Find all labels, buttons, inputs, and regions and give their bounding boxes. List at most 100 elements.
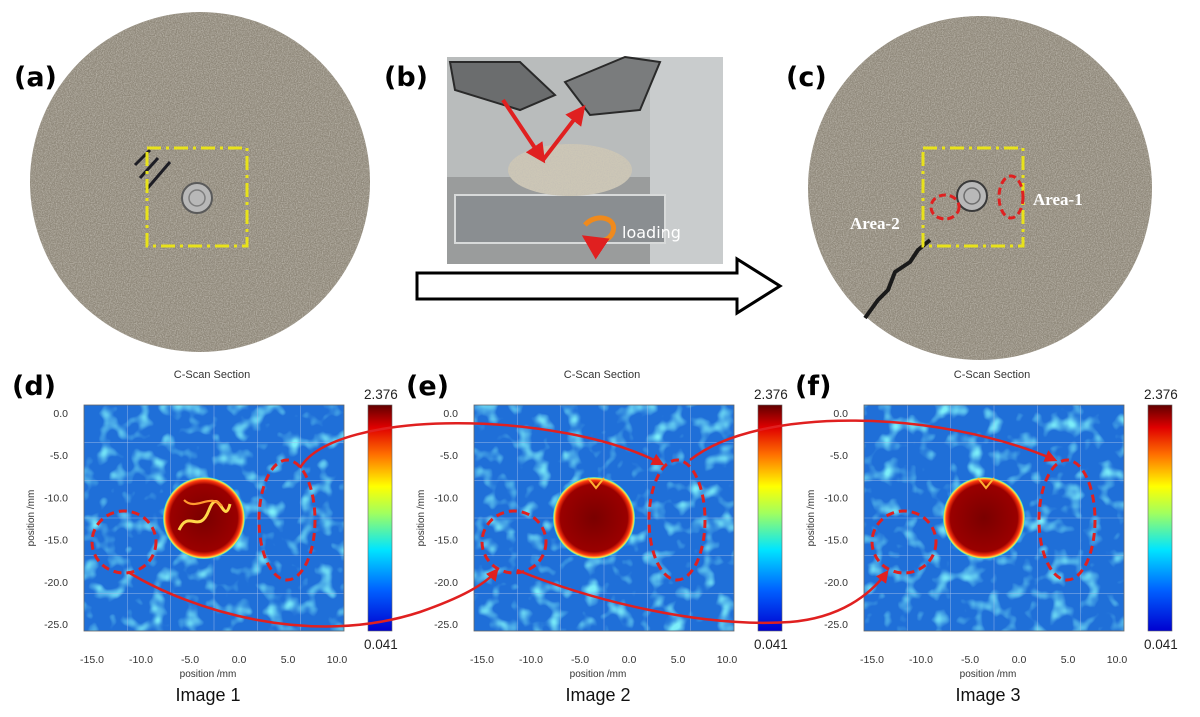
area-1-marker xyxy=(647,458,707,582)
transducer-right-b xyxy=(563,55,662,117)
y-tick-label: -5.0 xyxy=(830,450,848,462)
x-tick-label: -15.0 xyxy=(860,654,884,666)
x-tick-label: 5.0 xyxy=(1061,654,1076,666)
area-2-marker xyxy=(870,509,938,575)
y-tick-label: -5.0 xyxy=(50,450,68,462)
y-tick-label: -20.0 xyxy=(824,577,848,589)
x-tick-label: 5.0 xyxy=(281,654,296,666)
panel-label-a: (a) xyxy=(14,62,57,93)
x-tick-label: -15.0 xyxy=(470,654,494,666)
area-2-marker xyxy=(480,509,548,575)
y-tick-label: -15.0 xyxy=(824,535,848,547)
panel-c: Area-1 Area-2 (c) xyxy=(786,16,1152,360)
rotation-arrow-b xyxy=(581,215,617,260)
colorbar xyxy=(1147,404,1173,632)
panel-a: (a) xyxy=(14,12,370,352)
panel-label-d: (d) xyxy=(12,371,56,402)
transducer-left-b xyxy=(448,61,557,112)
x-tick-label: -10.0 xyxy=(129,654,153,666)
sensor-coin-inner-a xyxy=(188,189,206,207)
y-tick-label: -15.0 xyxy=(44,535,68,547)
y-tick-label: -20.0 xyxy=(434,577,458,589)
area-1-marker xyxy=(997,174,1025,220)
x-tick-label: -15.0 xyxy=(80,654,104,666)
y-tick-label: -25.0 xyxy=(824,619,848,631)
loading-label: loading xyxy=(622,223,681,242)
x-tick-label: -5.0 xyxy=(571,654,589,666)
sensor-coin-inner-c xyxy=(963,187,981,205)
edge-signal xyxy=(587,477,605,490)
plot-frame xyxy=(83,404,345,632)
edge-signal xyxy=(977,477,995,490)
colorbar-max-label: 2.376 xyxy=(754,387,788,402)
cscan-title: C-Scan Section xyxy=(174,369,250,381)
area-1-marker xyxy=(257,458,317,582)
image-caption: Image 2 xyxy=(565,685,630,705)
process-arrow xyxy=(415,256,783,316)
y-tick-label: -5.0 xyxy=(440,450,458,462)
cscan-panel-d: C-Scan Section 0.0 -5.0 -10.0 -15.0 -20.0 -25.… xyxy=(26,369,398,705)
inspection-box-a xyxy=(145,146,249,248)
area-1-arrow-e-to-f xyxy=(689,419,1058,462)
y-tick-label: 0.0 xyxy=(443,408,458,420)
x-tick-label: 5.0 xyxy=(671,654,686,666)
crack-signal xyxy=(177,500,232,531)
colorbar-min-label: 0.041 xyxy=(364,637,398,652)
area-2-marker xyxy=(929,193,961,221)
sensor-footprint xyxy=(553,477,635,559)
area-2-arrow-d-to-e xyxy=(127,568,499,628)
x-axis-label: position /mm xyxy=(570,669,627,680)
colorbar xyxy=(367,404,393,632)
specimen-texture-a xyxy=(30,12,370,352)
area-2-label: Area-2 xyxy=(850,214,900,233)
y-axis-label: position /mm xyxy=(416,490,427,547)
panel-b: loading (b) xyxy=(384,55,723,264)
sensor-coin-c xyxy=(956,180,988,212)
y-tick-label: -10.0 xyxy=(824,492,848,504)
panel-label-b: (b) xyxy=(384,62,428,93)
y-tick-label: -10.0 xyxy=(434,492,458,504)
y-tick-label: -10.0 xyxy=(44,492,68,504)
x-tick-label: 0.0 xyxy=(622,654,637,666)
colorbar xyxy=(757,404,783,632)
colorbar-max-label: 2.376 xyxy=(1144,387,1178,402)
y-tick-label: -25.0 xyxy=(44,619,68,631)
reflected-arrow-b xyxy=(541,104,586,162)
panel-label-c: (c) xyxy=(786,62,827,93)
colorbar-min-label: 0.041 xyxy=(754,637,788,652)
y-tick-label: -20.0 xyxy=(44,577,68,589)
y-tick-label: 0.0 xyxy=(833,408,848,420)
crack-signal xyxy=(183,499,223,507)
area-2-marker xyxy=(90,509,158,575)
y-axis-label: position /mm xyxy=(26,490,37,547)
y-axis-label: position /mm xyxy=(806,490,817,547)
cscan-panel-f: C-Scan Section 0.0 -5.0 -10.0 -15.0 -20.0 -25.… xyxy=(806,369,1178,705)
x-tick-label: -5.0 xyxy=(961,654,979,666)
x-tick-label: 10.0 xyxy=(1107,654,1128,666)
x-tick-label: 0.0 xyxy=(1012,654,1027,666)
plot-frame xyxy=(863,404,1125,632)
colorbar-min-label: 0.041 xyxy=(1144,637,1178,652)
plot-frame xyxy=(473,404,735,632)
area-1-marker xyxy=(1037,458,1097,582)
x-tick-label: -10.0 xyxy=(519,654,543,666)
image-caption: Image 3 xyxy=(955,685,1020,705)
cscan-title: C-Scan Section xyxy=(564,369,640,381)
area-1-arrow-d-to-e xyxy=(298,422,665,469)
image-caption: Image 1 xyxy=(175,685,240,705)
y-tick-label: -15.0 xyxy=(434,535,458,547)
x-tick-label: 0.0 xyxy=(232,654,247,666)
colorbar-max-label: 2.376 xyxy=(364,387,398,402)
x-tick-label: 10.0 xyxy=(327,654,348,666)
x-tick-label: -5.0 xyxy=(181,654,199,666)
specimen-texture-b xyxy=(508,144,632,196)
crack-c xyxy=(863,238,932,320)
sensor-coin-a xyxy=(181,182,213,214)
x-tick-label: 10.0 xyxy=(717,654,738,666)
cscan-panel-e: C-Scan Section 0.0 -5.0 -10.0 -15.0 -20.0 -25.… xyxy=(416,369,788,705)
sensor-footprint xyxy=(943,477,1025,559)
area-1-label: Area-1 xyxy=(1033,190,1083,209)
x-axis-label: position /mm xyxy=(180,669,237,680)
panel-label-f: (f) xyxy=(795,371,831,402)
